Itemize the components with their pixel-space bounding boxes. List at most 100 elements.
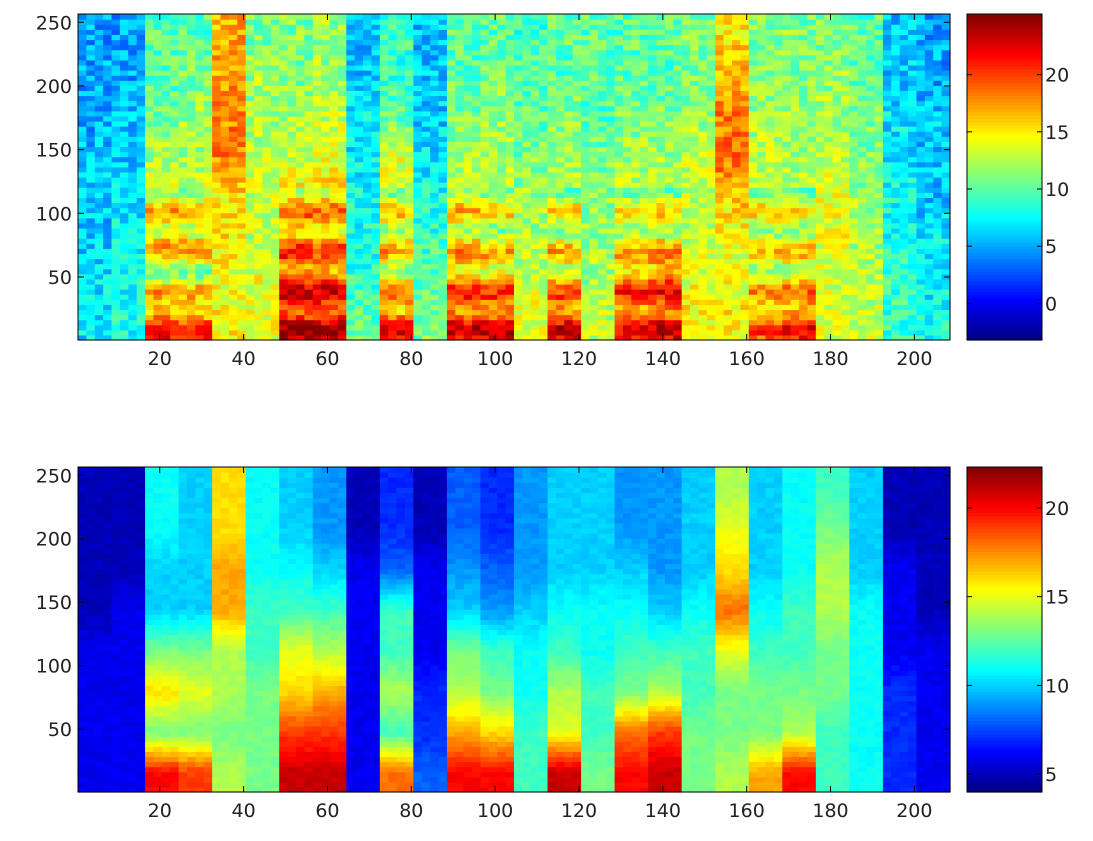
heatmap-cell	[505, 329, 515, 336]
heatmap-cell	[103, 258, 113, 265]
heatmap-cell	[631, 238, 641, 244]
heatmap-cell	[480, 141, 490, 148]
heatmap-cell	[363, 49, 373, 56]
heatmap-cell	[656, 202, 666, 209]
heatmap-cell	[631, 75, 641, 81]
heatmap-cell	[287, 222, 297, 229]
heatmap-cell	[505, 70, 515, 76]
heatmap-cell	[270, 59, 280, 66]
heatmap-cell	[581, 95, 591, 102]
heatmap-cell	[136, 146, 146, 153]
heatmap-cell	[94, 166, 104, 173]
heatmap-cell	[421, 131, 431, 137]
heatmap-cell	[480, 334, 490, 341]
heatmap-cell	[572, 319, 582, 326]
heatmap-cell	[430, 197, 440, 204]
heatmap-cell	[430, 177, 440, 183]
heatmap-cell	[237, 105, 247, 112]
heatmap-cell	[321, 75, 331, 81]
heatmap-cell	[438, 90, 448, 97]
heatmap-cell	[430, 273, 440, 280]
heatmap-cell	[161, 166, 171, 173]
heatmap-cell	[572, 151, 582, 158]
heatmap-cell	[547, 19, 557, 25]
heatmap-cell	[606, 182, 616, 188]
heatmap-cell	[715, 238, 725, 244]
heatmap-cell	[354, 268, 364, 275]
heatmap-cell	[187, 197, 196, 204]
heatmap-cell	[614, 289, 624, 295]
heatmap-cell	[430, 248, 440, 255]
heatmap-cell	[522, 243, 532, 249]
heatmap-cell	[690, 197, 700, 204]
heatmap-cell	[673, 120, 683, 127]
heatmap-cell	[421, 126, 431, 132]
heatmap-cell	[681, 14, 691, 20]
heatmap-cell	[262, 212, 272, 219]
heatmap-cell	[86, 289, 96, 295]
heatmap-cell	[279, 182, 289, 188]
heatmap-cell	[187, 115, 196, 122]
heatmap-cell	[430, 243, 440, 249]
heatmap-cell	[396, 233, 406, 239]
heatmap-cell	[187, 80, 196, 86]
heatmap-cell	[245, 319, 255, 326]
heatmap-cell	[438, 309, 448, 316]
heatmap-cell	[363, 64, 373, 71]
heatmap-cell	[220, 34, 230, 41]
heatmap-cell	[245, 110, 255, 117]
heatmap-cell	[337, 166, 347, 173]
heatmap-cell	[589, 324, 599, 331]
heatmap-cell	[639, 131, 649, 137]
heatmap-cell	[405, 39, 414, 46]
heatmap-cell	[346, 233, 356, 239]
heatmap-cell	[279, 227, 289, 234]
heatmap-cell	[648, 44, 658, 51]
heatmap-cell	[581, 136, 591, 142]
heatmap-cell	[354, 289, 364, 295]
heatmap-cell	[170, 131, 180, 137]
heatmap-cell	[178, 100, 188, 107]
heatmap-cell	[539, 34, 549, 41]
heatmap-cell	[396, 182, 406, 188]
heatmap-cell	[270, 227, 280, 234]
heatmap-cell	[497, 294, 507, 300]
heatmap-cell	[430, 126, 440, 132]
heatmap-cell	[463, 324, 473, 331]
heatmap-cell	[497, 14, 507, 20]
heatmap-cell	[304, 14, 314, 20]
heatmap-cell	[388, 75, 398, 81]
heatmap-cell	[648, 243, 658, 249]
heatmap-cell	[446, 248, 456, 255]
heatmap-cell	[438, 253, 448, 260]
heatmap-cell	[488, 253, 498, 260]
heatmap-cell	[379, 105, 389, 112]
heatmap-cell	[648, 14, 658, 20]
heatmap-cell	[228, 222, 238, 229]
heatmap-cell	[715, 39, 725, 46]
heatmap-cell	[187, 304, 196, 311]
heatmap-cell	[505, 100, 515, 107]
heatmap-cell	[497, 248, 507, 255]
heatmap-cell	[136, 115, 146, 122]
heatmap-cell	[329, 14, 339, 20]
heatmap-cell	[119, 294, 129, 300]
heatmap-cell	[203, 105, 213, 112]
heatmap-cell	[530, 177, 540, 183]
heatmap-cell	[597, 29, 607, 35]
heatmap-cell	[262, 309, 272, 316]
heatmap-cell	[698, 187, 708, 193]
heatmap-cell	[94, 100, 104, 107]
heatmap-cell	[187, 90, 196, 97]
heatmap-cell	[86, 75, 96, 81]
heatmap-cell	[237, 192, 247, 198]
heatmap-cell	[94, 238, 104, 244]
heatmap-cell	[497, 258, 507, 265]
heatmap-cell	[371, 136, 381, 142]
heatmap-cell	[354, 75, 364, 81]
heatmap-cell	[254, 243, 264, 249]
heatmap-cell	[346, 80, 356, 86]
heatmap-cell	[623, 253, 632, 260]
heatmap-cell	[614, 268, 624, 275]
heatmap-cell	[170, 110, 180, 117]
